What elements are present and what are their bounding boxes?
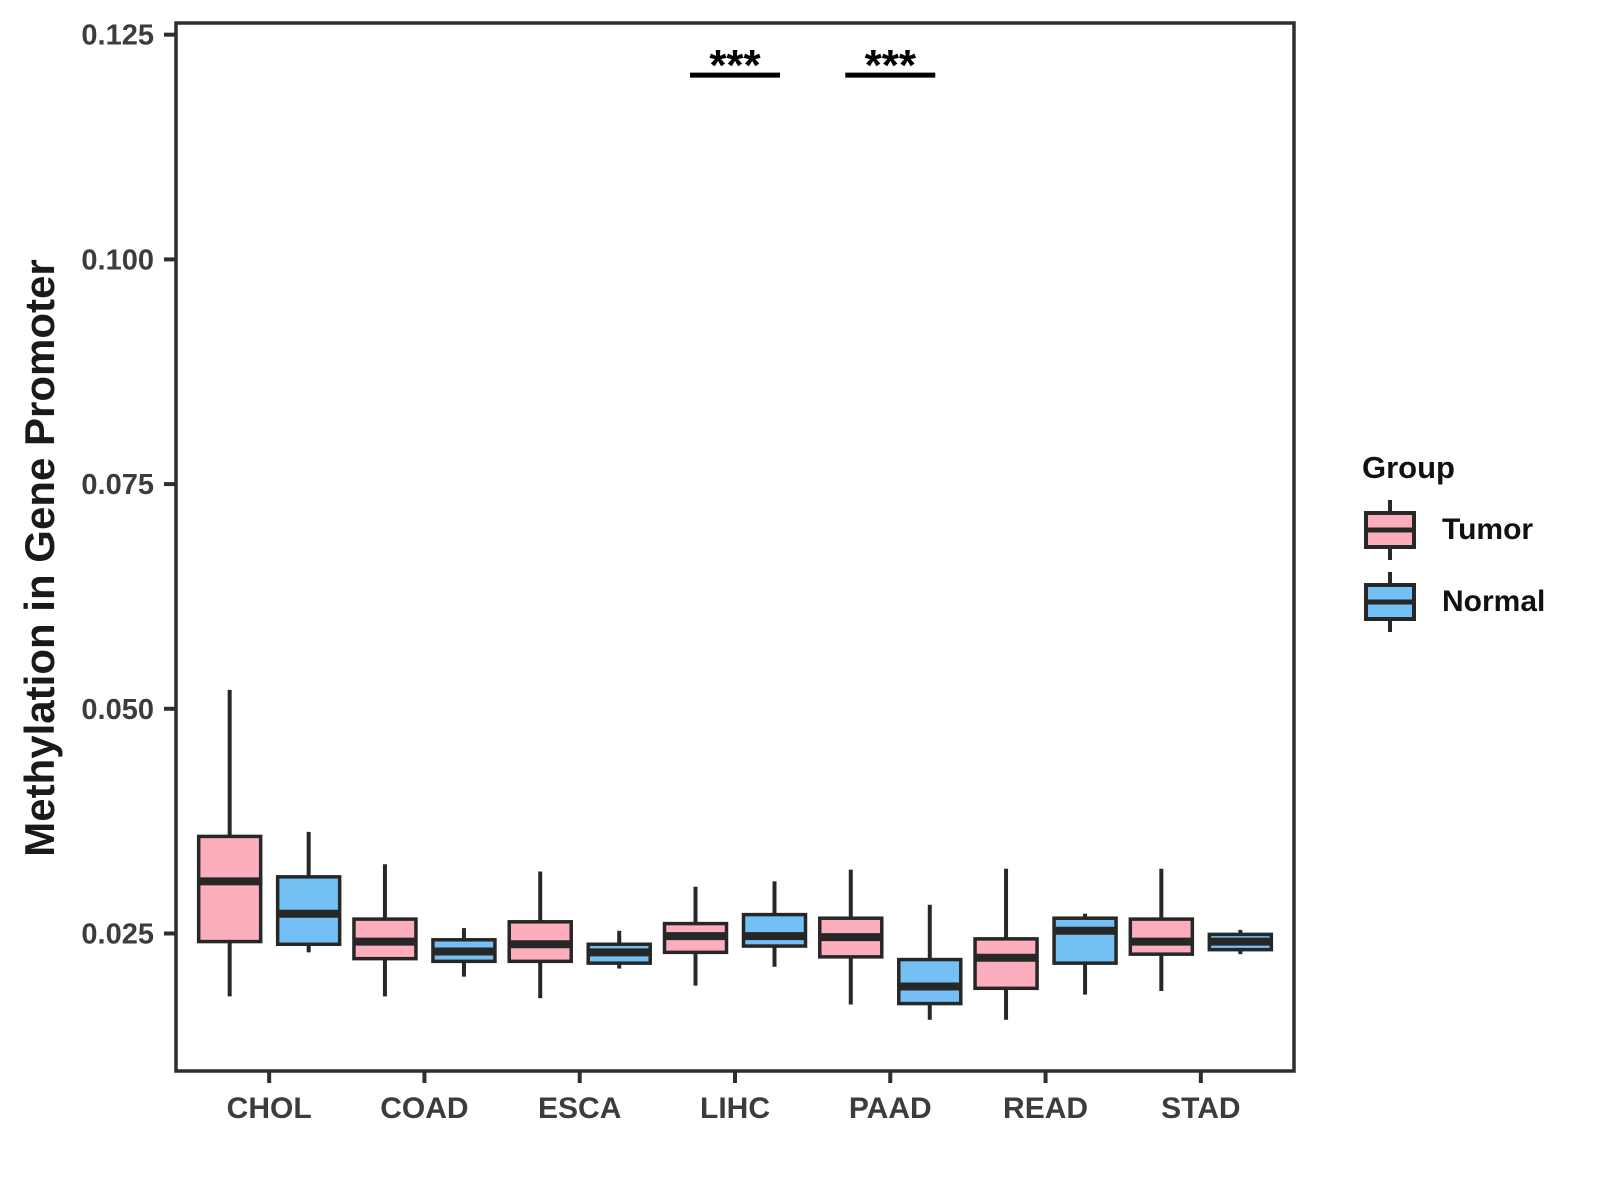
legend: Group Tumor Normal bbox=[1362, 450, 1545, 634]
significance-paad: *** bbox=[845, 41, 936, 90]
iqr-box bbox=[1128, 917, 1195, 956]
significance-stars: *** bbox=[865, 41, 917, 90]
box-normal-lihc bbox=[741, 881, 808, 967]
box-normal-chol bbox=[275, 831, 342, 953]
box-tumor-esca bbox=[507, 871, 573, 999]
y-tick-label: 0.075 bbox=[81, 469, 154, 501]
box-tumor-read bbox=[973, 868, 1039, 1020]
box-tumor-coad bbox=[352, 864, 418, 997]
box-tumor-chol bbox=[196, 689, 263, 997]
x-tick-label-read: READ bbox=[1003, 1092, 1088, 1125]
legend-label-tumor: Tumor bbox=[1442, 513, 1534, 546]
box-tumor-lihc bbox=[662, 886, 729, 986]
iqr-box bbox=[196, 834, 263, 944]
y-tick-label: 0.125 bbox=[81, 20, 154, 52]
x-axis: CHOL COAD ESCA LIHC PAAD READ STAD bbox=[227, 1071, 1241, 1125]
x-tick-label-paad: PAAD bbox=[849, 1092, 932, 1125]
box-normal-paad bbox=[897, 904, 963, 1020]
y-tick-label: 0.100 bbox=[81, 244, 154, 276]
legend-label-normal: Normal bbox=[1442, 585, 1546, 618]
box-tumor-stad bbox=[1128, 868, 1195, 992]
x-tick-label-esca: ESCA bbox=[538, 1092, 621, 1125]
box-normal-coad bbox=[431, 928, 497, 977]
x-tick-label-coad: COAD bbox=[380, 1092, 468, 1125]
panel-border bbox=[174, 21, 1296, 1073]
iqr-box bbox=[1052, 916, 1118, 965]
x-tick-label-lihc: LIHC bbox=[700, 1092, 770, 1125]
significance-lihc: *** bbox=[690, 41, 780, 90]
iqr-box bbox=[897, 957, 963, 1006]
box-normal-stad bbox=[1207, 929, 1274, 955]
box-normal-esca bbox=[586, 930, 652, 969]
legend-title: Group bbox=[1362, 450, 1455, 485]
y-axis-title: Methylation in Gene Promoter bbox=[16, 259, 63, 857]
iqr-box bbox=[973, 937, 1039, 991]
legend-item-tumor: Tumor bbox=[1362, 498, 1545, 562]
y-tick-label: 0.025 bbox=[81, 918, 154, 950]
iqr-box bbox=[741, 912, 808, 948]
tumor-boxplot-key-icon bbox=[1364, 500, 1416, 560]
x-tick-label-chol: CHOL bbox=[227, 1092, 312, 1125]
x-tick-label-stad: STAD bbox=[1161, 1092, 1240, 1125]
legend-item-normal: Normal bbox=[1362, 570, 1545, 634]
box-normal-read bbox=[1052, 913, 1118, 995]
y-tick-label: 0.050 bbox=[81, 694, 154, 726]
box-tumor-paad bbox=[818, 869, 884, 1005]
normal-boxplot-key-icon bbox=[1364, 572, 1416, 632]
y-axis: 0.025 0.050 0.075 0.100 0.125 bbox=[81, 20, 176, 950]
significance-stars: *** bbox=[709, 41, 761, 90]
